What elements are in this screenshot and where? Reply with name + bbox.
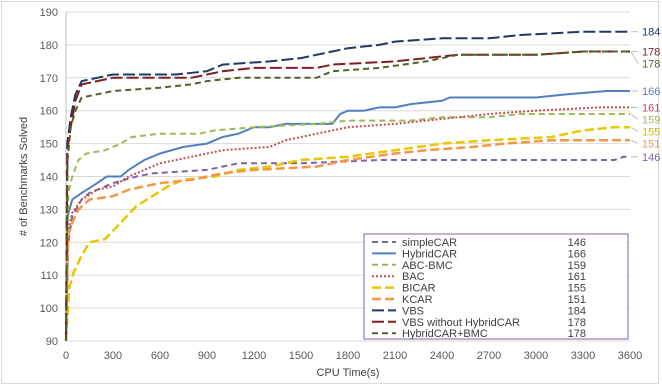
legend-entry-value: 161: [568, 271, 586, 283]
legend-entry-name: VBS: [402, 305, 424, 317]
legend-box: [363, 233, 629, 340]
y-tick-label: 170: [40, 73, 58, 85]
end-value-label: 151: [642, 138, 660, 150]
end-value-label: 161: [642, 102, 660, 114]
end-value-label: 166: [642, 86, 660, 98]
end-label-leader: [630, 139, 639, 144]
x-tick-label: 300: [104, 350, 122, 362]
legend-entry-value: 159: [568, 260, 586, 272]
legend-entry-name: HybridCAR: [402, 248, 457, 260]
y-tick-label: 150: [40, 139, 58, 151]
x-tick-label: 3300: [571, 350, 595, 362]
legend-entry-value: 151: [568, 294, 586, 306]
legend-entry-value: 184: [568, 305, 586, 317]
end-label-leader: [630, 126, 639, 132]
end-value-label: 178: [642, 46, 660, 58]
x-tick-label: 900: [198, 350, 216, 362]
x-tick-label: 2400: [430, 350, 454, 362]
x-tick-label: 1800: [336, 350, 360, 362]
y-tick-label: 190: [40, 7, 58, 19]
y-tick-label: 110: [40, 270, 58, 282]
series-line-kcar: [64, 139, 630, 342]
series-lines: [64, 30, 630, 342]
end-value-label: 178: [642, 58, 660, 70]
series-line-bicar: [64, 125, 630, 342]
x-tick-label: 3000: [524, 350, 548, 362]
end-label-leader: [630, 113, 639, 120]
legend-entry-value: 178: [568, 328, 586, 340]
x-tick-label: 0: [63, 350, 69, 362]
legend-entry-value: 146: [568, 237, 586, 249]
y-tick-label: 180: [40, 40, 58, 52]
legend-entry-name: HybridCAR+BMC: [402, 328, 488, 340]
legend-entry-name: KCAR: [402, 294, 433, 306]
series-line-vbs: [65, 30, 630, 342]
legend-entry-value: 166: [568, 248, 586, 260]
end-label-leader: [630, 51, 639, 64]
y-tick-label: 140: [40, 172, 58, 184]
y-tick-label: 120: [40, 237, 58, 249]
x-tick-label: 1200: [242, 350, 266, 362]
legend-entry-value: 178: [568, 317, 586, 329]
y-tick-label: 90: [46, 336, 58, 348]
y-tick-label: 130: [40, 204, 58, 216]
y-axis-title: # of Benchmarks Solved: [18, 117, 30, 236]
y-tick-label: 100: [40, 303, 58, 315]
x-tick-label: 1500: [289, 350, 313, 362]
series-line-vbs-without-hybridcar: [65, 50, 630, 342]
x-tick-label: 3600: [618, 350, 642, 362]
axis-ticks: 90 100 110 120 130 140 150 160 170 180 190 0 300 600 9…: [40, 7, 643, 362]
end-value-label: 159: [642, 114, 660, 126]
series-line-abc-bmc: [65, 113, 630, 342]
legend-entry-value: 155: [568, 283, 586, 295]
legend-entry-name: simpleCAR: [402, 237, 457, 249]
x-tick-label: 2100: [383, 350, 407, 362]
x-tick-label: 2700: [477, 350, 501, 362]
legend-entry-name: ABC-BMC: [402, 260, 453, 272]
series-line-hybridcar-bmc: [65, 50, 630, 342]
end-value-label: 146: [642, 152, 660, 164]
legend: simpleCAR 146 HybridCAR 166 ABC-BMC 159 BAC 161…: [363, 233, 629, 340]
x-tick-label: 600: [151, 350, 169, 362]
x-axis-title: CPU Time(s): [317, 367, 380, 379]
legend-entry-name: BICAR: [402, 283, 436, 295]
legend-entry-name: BAC: [402, 271, 425, 283]
legend-entry-name: VBS without HybridCAR: [402, 317, 520, 329]
end-value-label: 184: [642, 27, 660, 39]
end-value-label: 155: [642, 126, 660, 138]
y-tick-label: 160: [40, 106, 58, 118]
